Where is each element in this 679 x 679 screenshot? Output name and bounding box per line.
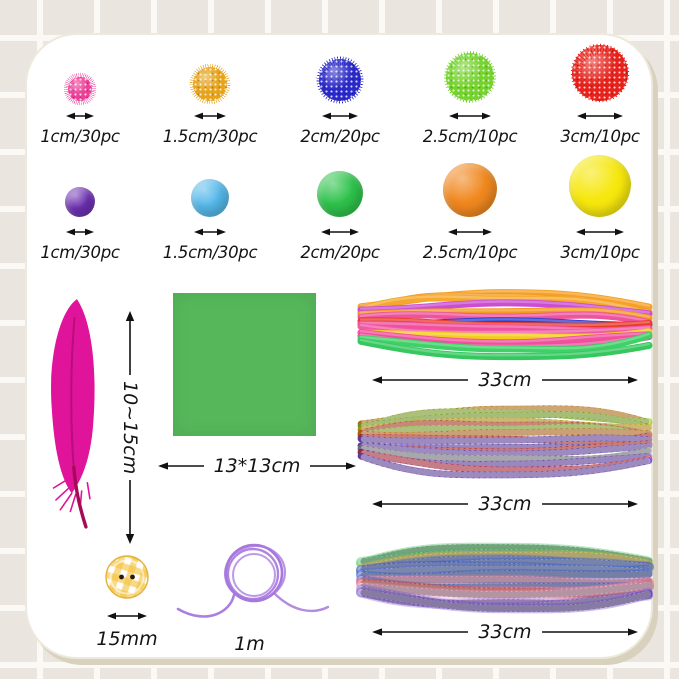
bundle-length-arrow: 33cm: [355, 369, 655, 391]
size-arrow-icon: [321, 228, 359, 236]
pompom-image: [569, 155, 631, 217]
size-arrow-icon: [322, 112, 358, 120]
paper-size-arrow: 13*13cm: [152, 455, 362, 477]
arrow-left-icon: [372, 628, 469, 636]
pompom-size-label: 3cm/10pc: [560, 243, 640, 262]
pompom-image: [572, 45, 628, 101]
product-card: 1cm/30pc 1.5cm/30pc 2cm/20pc 2.5cm/10pc …: [25, 33, 655, 659]
gingham-button-image: [105, 555, 149, 599]
pompom-size-label: 1.5cm/30pc: [162, 243, 258, 262]
pompom-item: 1cm/30pc: [15, 155, 145, 262]
button-size-arrow: [107, 612, 147, 620]
pompom-item: 1cm/30pc: [15, 47, 145, 146]
arrow-left-icon: [372, 500, 469, 508]
pompom-image: [65, 187, 95, 217]
bundle-length-label: 33cm: [478, 493, 532, 515]
pompom-image-wrap: [572, 45, 628, 101]
arrow-right-icon: [541, 376, 638, 384]
cord-section: 1m: [167, 533, 332, 655]
feather-length-arrow: 10~15cm: [119, 311, 141, 545]
pipe-cleaner-bundle-image: [357, 405, 653, 479]
arrow-right-icon: [310, 462, 357, 470]
plain-pompom-row: 1cm/30pc 1.5cm/30pc 2cm/20pc 2.5cm/10pc …: [15, 155, 665, 262]
pompom-item: 2cm/20pc: [275, 47, 405, 146]
pompom-image: [319, 59, 361, 101]
pompom-image-wrap: [193, 47, 227, 101]
pompom-image-wrap: [569, 155, 631, 217]
arrow-right-icon: [541, 500, 638, 508]
pipe-cleaner-bundle-image: [356, 542, 654, 614]
pompom-item: 2cm/20pc: [275, 155, 405, 262]
size-arrow-icon: [66, 228, 94, 236]
pompom-image: [191, 179, 229, 217]
pompom-item: 3cm/10pc: [535, 155, 665, 262]
bundle-length-arrow: 33cm: [355, 621, 655, 643]
pompom-size-label: 1cm/30pc: [40, 127, 120, 146]
arrow-left-icon: [372, 376, 469, 384]
pipe-cleaner-bundle-image: [357, 289, 653, 361]
paper-size-label: 13*13cm: [213, 455, 301, 477]
size-arrow-icon: [194, 112, 226, 120]
pompom-image: [68, 77, 92, 101]
pompom-item: 1.5cm/30pc: [145, 155, 275, 262]
pompom-image-wrap: [191, 155, 229, 217]
size-arrow-icon: [66, 112, 94, 120]
pompom-size-label: 3cm/10pc: [560, 127, 640, 146]
arrow-down-icon: [125, 480, 135, 545]
glitter-pompom-row: 1cm/30pc 1.5cm/30pc 2cm/20pc 2.5cm/10pc …: [15, 45, 665, 146]
button-size-label: 15mm: [96, 628, 158, 650]
button-section: 15mm: [67, 553, 187, 650]
arrow-left-icon: [157, 462, 204, 470]
pompom-item: 2.5cm/10pc: [405, 155, 535, 262]
pompom-image-wrap: [65, 155, 95, 217]
pompom-item: 1.5cm/30pc: [145, 47, 275, 146]
bundle-length-label: 33cm: [478, 369, 532, 391]
size-arrow-icon: [449, 112, 491, 120]
pompom-image: [443, 163, 497, 217]
feather-image: [51, 299, 95, 529]
pompom-image-wrap: [319, 47, 361, 101]
pompom-item: 3cm/10pc: [535, 45, 665, 146]
pompom-image: [317, 171, 363, 217]
pompom-image-wrap: [68, 47, 92, 101]
pompom-image-wrap: [443, 155, 497, 217]
arrow-right-icon: [541, 628, 638, 636]
pompom-size-label: 1cm/30pc: [40, 243, 120, 262]
size-arrow-icon: [194, 228, 226, 236]
pompom-size-label: 1.5cm/30pc: [162, 127, 258, 146]
pompom-size-label: 2.5cm/10pc: [422, 243, 518, 262]
size-arrow-icon: [577, 112, 623, 120]
pompom-image-wrap: [317, 155, 363, 217]
size-arrow-icon: [576, 228, 624, 236]
pompom-image: [193, 67, 227, 101]
cord-image: [176, 543, 329, 618]
craft-paper-square: [173, 293, 316, 436]
pompom-image: [446, 53, 494, 101]
pompom-size-label: 2cm/20pc: [300, 243, 380, 262]
cord-length-label: 1m: [234, 633, 265, 655]
arrow-up-icon: [125, 311, 135, 375]
pompom-item: 2.5cm/10pc: [405, 47, 535, 146]
pompom-size-label: 2.5cm/10pc: [422, 127, 518, 146]
size-arrow-icon: [448, 228, 492, 236]
bundle-length-label: 33cm: [478, 621, 532, 643]
feather-length-label: 10~15cm: [119, 381, 141, 475]
pompom-image-wrap: [446, 47, 494, 101]
pompom-size-label: 2cm/20pc: [300, 127, 380, 146]
bundle-length-arrow: 33cm: [355, 493, 655, 515]
